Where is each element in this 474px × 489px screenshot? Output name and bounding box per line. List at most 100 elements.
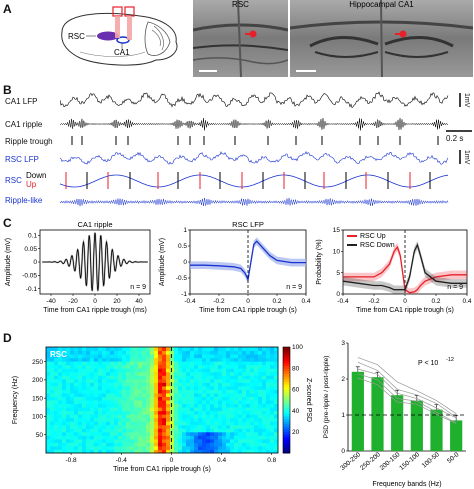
heatmap-cell	[138, 396, 143, 401]
colorbar-segment	[283, 407, 290, 412]
heatmap-cell	[142, 396, 147, 401]
heatmap-cell	[50, 417, 55, 422]
heatmap-cell	[126, 347, 131, 352]
heatmap-cell	[258, 368, 263, 373]
heatmap-cell	[110, 389, 115, 394]
heatmap-cell	[150, 347, 155, 352]
series-line	[342, 243, 467, 291]
heatmap-cell	[66, 445, 71, 450]
heatmap-cell	[58, 449, 63, 454]
heatmap-cell	[146, 442, 151, 447]
heatmap-cell	[190, 445, 195, 450]
heatmap-cell	[158, 378, 163, 383]
heatmap-cell	[206, 403, 211, 408]
heatmap-cell	[198, 375, 203, 380]
heatmap-cell	[98, 421, 103, 426]
heatmap-cell	[234, 407, 239, 412]
heatmap-cell	[50, 410, 55, 415]
heatmap-cell	[82, 361, 87, 366]
p-value-exponent: -12	[446, 357, 454, 363]
heatmap-cell	[46, 428, 51, 433]
heatmap-cell	[182, 350, 187, 355]
heatmap-cell	[70, 400, 75, 405]
heatmap-cell	[70, 442, 75, 447]
heatmap-cell	[178, 400, 183, 405]
heatmap-cell	[274, 403, 279, 408]
heatmap-cell	[190, 407, 195, 412]
heatmap-cell	[226, 364, 231, 369]
heatmap-cell	[110, 428, 115, 433]
heatmap-cell	[254, 389, 259, 394]
heatmap-cell	[110, 431, 115, 436]
heatmap-cell	[238, 392, 243, 397]
heatmap-cell	[134, 410, 139, 415]
heatmap-cell	[154, 375, 159, 380]
heatmap-cell	[66, 368, 71, 373]
heatmap-cell	[146, 407, 151, 412]
heatmap-cell	[86, 396, 91, 401]
heatmap-cell	[186, 371, 191, 376]
heatmap-cell	[234, 403, 239, 408]
heatmap-cell	[246, 438, 251, 443]
heatmap-cell	[186, 400, 191, 405]
heatmap-cell	[162, 382, 167, 387]
heatmap-cell	[98, 389, 103, 394]
heatmap-cell	[98, 431, 103, 436]
heatmap-cell	[90, 354, 95, 359]
heatmap-cell	[226, 378, 231, 383]
heatmap-cell	[274, 407, 279, 412]
heatmap-cell	[162, 368, 167, 373]
heatmap-cell	[214, 400, 219, 405]
heatmap-cell	[58, 371, 63, 376]
heatmap-cell	[266, 368, 271, 373]
heatmap-cell	[118, 385, 123, 390]
heatmap-cell	[102, 375, 107, 380]
heatmap-cell	[110, 385, 115, 390]
heatmap-cell	[210, 421, 215, 426]
heatmap-cell	[118, 445, 123, 450]
heatmap-cell	[134, 431, 139, 436]
heatmap-cell	[162, 357, 167, 362]
heatmap-cell	[198, 361, 203, 366]
heatmap-cell	[226, 424, 231, 429]
heatmap-cell	[270, 438, 275, 443]
heatmap-cell	[114, 389, 119, 394]
heatmap-cell	[222, 371, 227, 376]
heatmap-cell	[214, 364, 219, 369]
x-tick-label: 250-200	[359, 451, 382, 472]
heatmap-cell	[46, 414, 51, 419]
heatmap-cell	[90, 431, 95, 436]
heatmap-cell	[202, 410, 207, 415]
heatmap-cell	[258, 389, 263, 394]
heatmap-cell	[202, 414, 207, 419]
heatmap-cell	[110, 424, 115, 429]
heatmap-cell	[174, 424, 179, 429]
heatmap-cell	[190, 435, 195, 440]
heatmap-cell	[106, 445, 111, 450]
heatmap-cell	[138, 371, 143, 376]
heatmap-cell	[210, 347, 215, 352]
heatmap-cell	[86, 368, 91, 373]
heatmap-cell	[50, 424, 55, 429]
heatmap-cell	[266, 396, 271, 401]
heatmap-cell	[62, 385, 67, 390]
heatmap-cell	[50, 350, 55, 355]
heatmap-cell	[102, 361, 107, 366]
heatmap-cell	[66, 400, 71, 405]
heatmap-cell	[226, 389, 231, 394]
heatmap-cell	[178, 442, 183, 447]
heatmap-cell	[218, 347, 223, 352]
heatmap-cell	[254, 382, 259, 387]
heatmap-cell	[242, 428, 247, 433]
colorbar-segment	[283, 431, 290, 435]
heatmap-cell	[138, 364, 143, 369]
heatmap-cell	[154, 449, 159, 454]
heatmap-cell	[206, 368, 211, 373]
heatmap-cell	[158, 357, 163, 362]
heatmap-cell	[166, 449, 171, 454]
heatmap-cell	[126, 410, 131, 415]
heatmap-cell	[138, 414, 143, 419]
ca1-probe	[127, 16, 132, 40]
heatmap-cell	[182, 445, 187, 450]
heatmap-cell	[246, 361, 251, 366]
